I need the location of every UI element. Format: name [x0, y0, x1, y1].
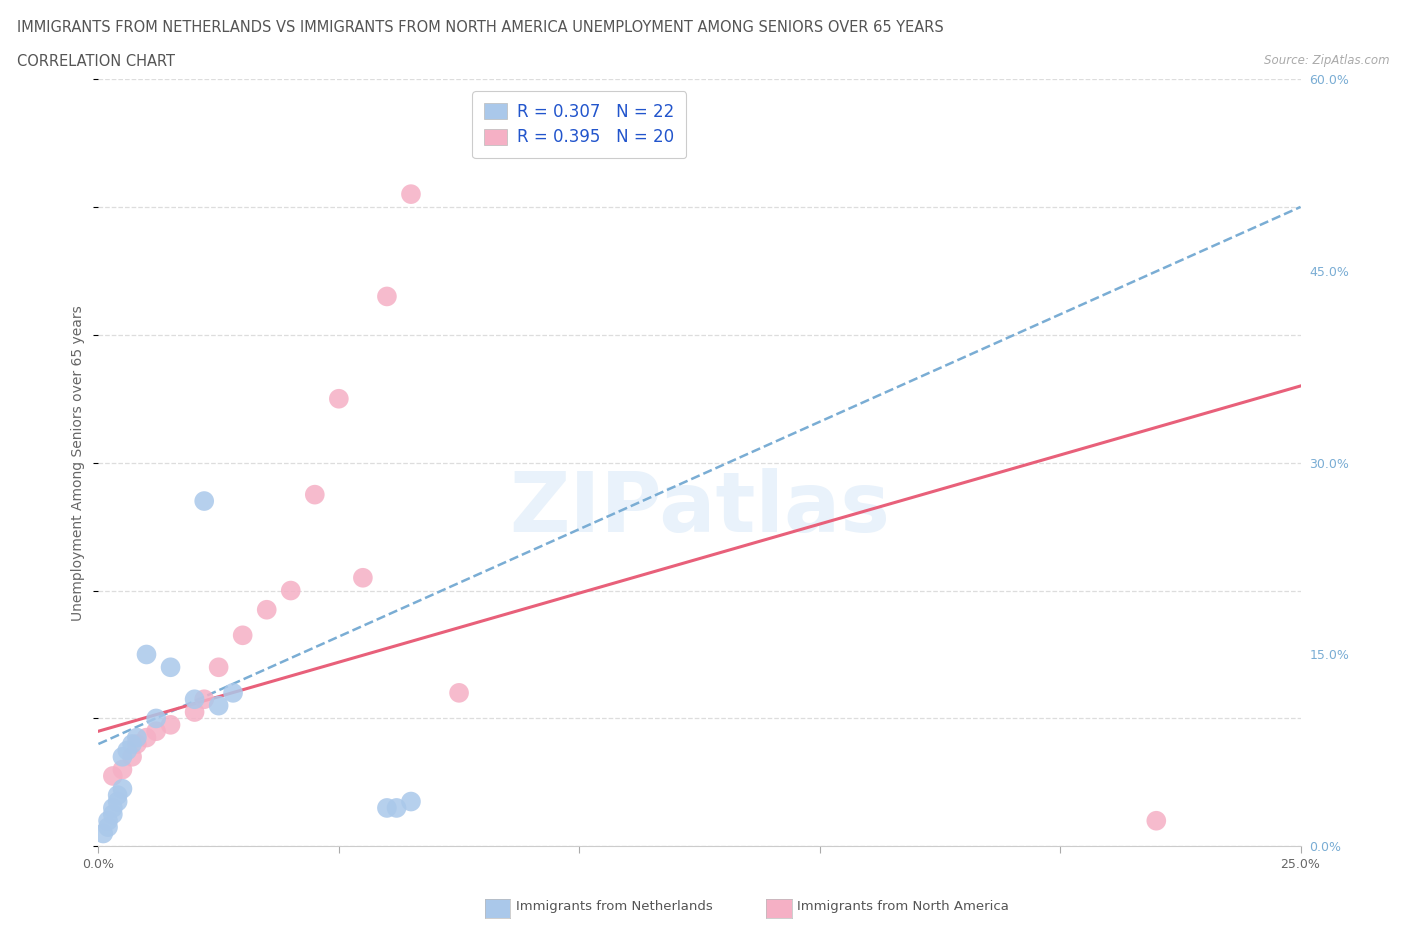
- Point: [447, 685, 470, 700]
- Point: [375, 801, 398, 816]
- Point: [232, 628, 254, 643]
- Point: [107, 788, 129, 803]
- Point: [135, 647, 157, 662]
- Point: [111, 750, 134, 764]
- Text: Immigrants from Netherlands: Immigrants from Netherlands: [516, 900, 713, 913]
- Point: [159, 717, 181, 732]
- Point: [328, 392, 350, 406]
- Text: ZIPatlas: ZIPatlas: [509, 468, 890, 550]
- Point: [97, 819, 120, 834]
- Point: [222, 685, 245, 700]
- Text: Source: ZipAtlas.com: Source: ZipAtlas.com: [1264, 54, 1389, 67]
- Point: [121, 737, 143, 751]
- Point: [208, 660, 231, 675]
- Point: [208, 698, 231, 713]
- Y-axis label: Unemployment Among Seniors over 65 years: Unemployment Among Seniors over 65 years: [72, 305, 86, 620]
- Point: [121, 750, 143, 764]
- Point: [101, 801, 124, 816]
- Point: [101, 807, 124, 822]
- Point: [399, 794, 422, 809]
- Point: [111, 763, 134, 777]
- Point: [375, 289, 398, 304]
- Point: [125, 730, 148, 745]
- Point: [135, 730, 157, 745]
- Text: CORRELATION CHART: CORRELATION CHART: [17, 54, 174, 69]
- Point: [183, 705, 205, 720]
- Point: [1144, 813, 1167, 829]
- Point: [117, 743, 139, 758]
- Text: Immigrants from North America: Immigrants from North America: [797, 900, 1010, 913]
- Point: [193, 692, 215, 707]
- Point: [111, 781, 134, 796]
- Legend: R = 0.307   N = 22, R = 0.395   N = 20: R = 0.307 N = 22, R = 0.395 N = 20: [472, 91, 686, 158]
- Text: IMMIGRANTS FROM NETHERLANDS VS IMMIGRANTS FROM NORTH AMERICA UNEMPLOYMENT AMONG : IMMIGRANTS FROM NETHERLANDS VS IMMIGRANT…: [17, 20, 943, 35]
- Point: [352, 570, 374, 585]
- Point: [159, 660, 181, 675]
- Point: [183, 692, 205, 707]
- Point: [385, 801, 408, 816]
- Point: [101, 768, 124, 783]
- Point: [91, 826, 114, 841]
- Point: [399, 187, 422, 202]
- Point: [107, 794, 129, 809]
- Point: [304, 487, 326, 502]
- Point: [97, 813, 120, 829]
- Point: [125, 737, 148, 751]
- Point: [280, 583, 302, 598]
- Point: [145, 724, 167, 738]
- Point: [145, 711, 167, 726]
- Point: [193, 494, 215, 509]
- Point: [256, 603, 278, 618]
